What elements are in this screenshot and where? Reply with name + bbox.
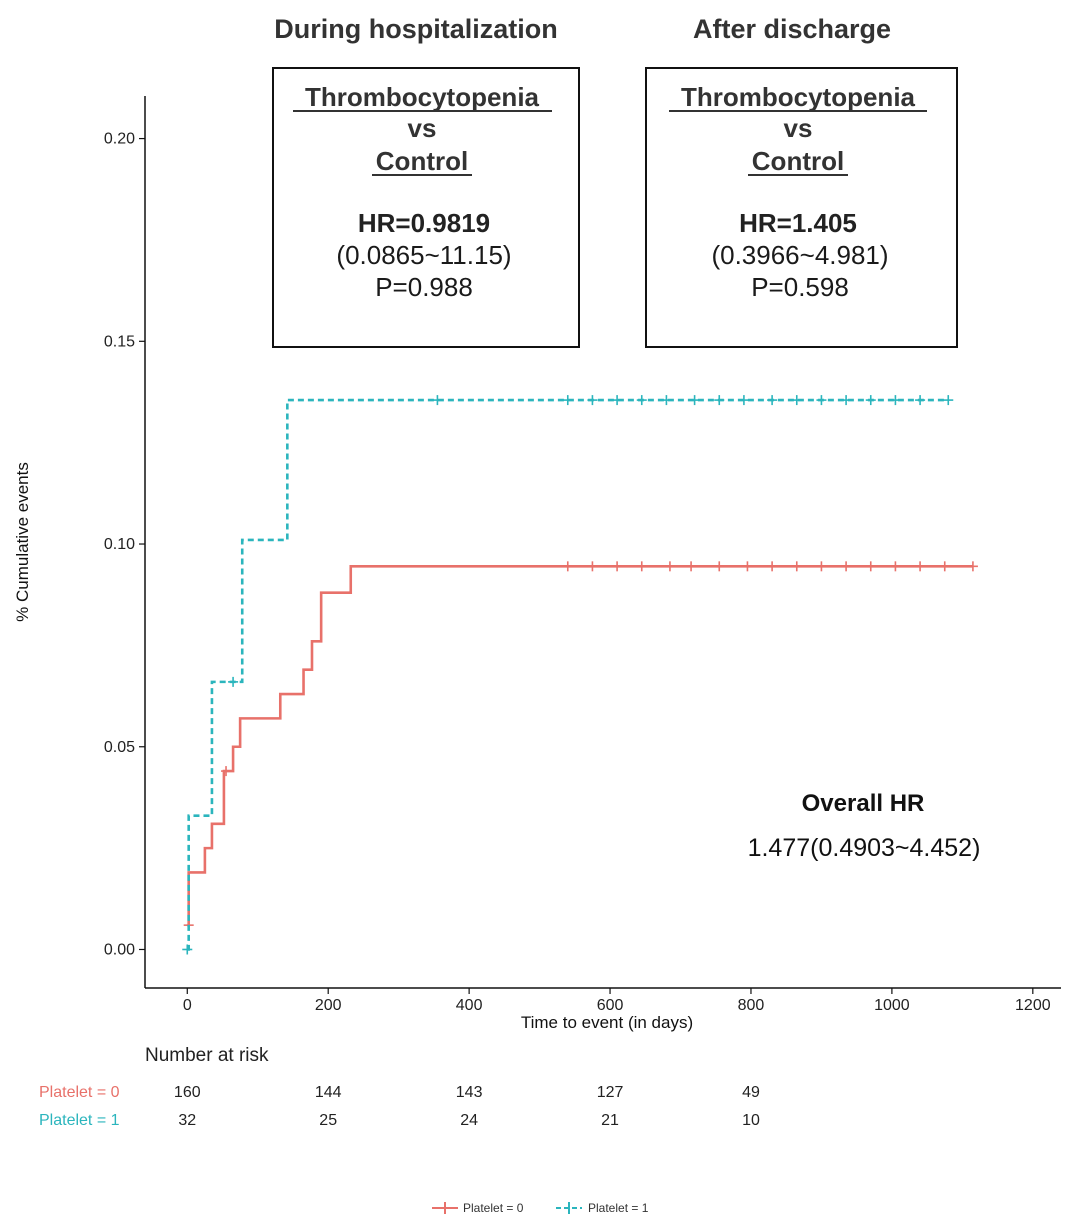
y-tick-label: 0.00 bbox=[104, 941, 135, 958]
hr-panel-frame bbox=[272, 67, 580, 348]
x-tick-label: 1200 bbox=[1015, 997, 1051, 1014]
risk-count: 25 bbox=[319, 1112, 337, 1129]
panel-title-control: Control bbox=[376, 146, 468, 176]
panel-title-vs: vs bbox=[408, 113, 437, 143]
x-axis-label: Time to event (in days) bbox=[521, 1013, 693, 1032]
legend: Platelet = 0 Platelet = 1 bbox=[432, 1201, 649, 1215]
panel-title-group: Thrombocytopenia bbox=[305, 82, 540, 112]
risk-count: 144 bbox=[315, 1084, 342, 1101]
y-tick-label: 0.10 bbox=[104, 536, 135, 553]
panel-p: P=0.988 bbox=[375, 272, 473, 302]
panel-ci: (0.3966~4.981) bbox=[711, 240, 888, 270]
x-tick-label: 200 bbox=[315, 997, 342, 1014]
series-line-platelet-0 bbox=[187, 565, 973, 927]
risk-count: 143 bbox=[456, 1084, 483, 1101]
panel-p: P=0.598 bbox=[751, 272, 849, 302]
x-tick-label: 0 bbox=[183, 997, 192, 1014]
panel-ci: (0.0865~11.15) bbox=[336, 240, 511, 270]
y-tick-label: 0.15 bbox=[104, 333, 135, 350]
risk-count: 49 bbox=[742, 1084, 760, 1101]
hr-panel-discharge: Thrombocytopenia vs Control HR=1.405 (0.… bbox=[645, 67, 958, 348]
y-tick-label: 0.05 bbox=[104, 739, 135, 756]
x-ticks: 0 200 400 600 800 1000 1200 bbox=[183, 988, 1051, 1014]
x-tick-label: 600 bbox=[597, 997, 624, 1014]
legend-label-platelet-0: Platelet = 0 bbox=[463, 1201, 524, 1215]
risk-count: 32 bbox=[178, 1112, 196, 1129]
header-during-hospitalization: During hospitalization bbox=[274, 14, 558, 44]
y-axis-label: % Cumulative events bbox=[13, 462, 32, 622]
risk-table-title: Number at risk bbox=[145, 1045, 269, 1066]
series-line-platelet-1 bbox=[187, 398, 949, 951]
risk-count: 160 bbox=[174, 1084, 201, 1101]
risk-count: 24 bbox=[460, 1112, 478, 1129]
legend-label-platelet-1: Platelet = 1 bbox=[588, 1201, 649, 1215]
hr-panel-hospitalization: Thrombocytopenia vs Control HR=0.9819 (0… bbox=[272, 67, 580, 348]
y-tick-label: 0.20 bbox=[104, 131, 135, 148]
panel-title-control: Control bbox=[752, 146, 844, 176]
risk-count: 10 bbox=[742, 1112, 760, 1129]
panel-title-vs: vs bbox=[784, 113, 813, 143]
x-tick-label: 1000 bbox=[874, 997, 910, 1014]
risk-row-label: Platelet = 1 bbox=[39, 1112, 120, 1129]
hr-panel-frame bbox=[645, 67, 958, 348]
x-tick-label: 800 bbox=[738, 997, 765, 1014]
overall-hr-value: 1.477(0.4903~4.452) bbox=[748, 834, 981, 862]
panel-hr: HR=0.9819 bbox=[358, 208, 490, 238]
risk-row-label: Platelet = 0 bbox=[39, 1084, 120, 1101]
km-curves bbox=[182, 395, 978, 955]
panel-title-group: Thrombocytopenia bbox=[681, 82, 916, 112]
header-after-discharge: After discharge bbox=[693, 14, 891, 44]
risk-table: Platelet = 0 160 144 143 127 49 Platelet = 1 32… bbox=[39, 1084, 760, 1129]
risk-count: 127 bbox=[597, 1084, 624, 1101]
panel-hr: HR=1.405 bbox=[739, 208, 857, 238]
risk-count: 21 bbox=[601, 1112, 619, 1129]
y-ticks: 0.00 0.05 0.10 0.15 0.20 bbox=[104, 131, 145, 958]
overall-hr-label: Overall HR bbox=[802, 790, 925, 817]
x-tick-label: 400 bbox=[456, 997, 483, 1014]
